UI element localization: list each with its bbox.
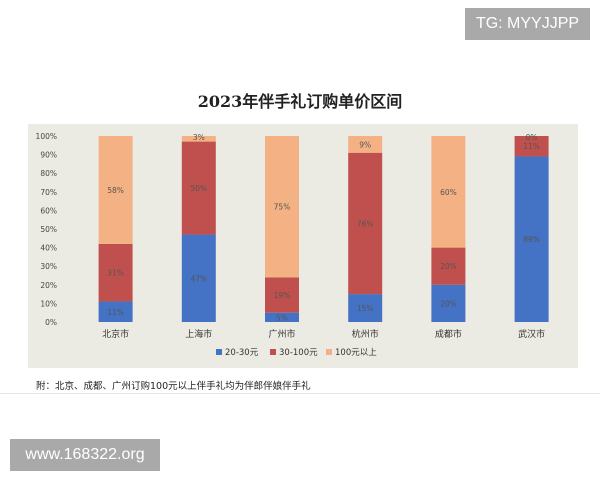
y-tick-label: 60% <box>40 206 57 215</box>
footnote: 附：北京、成都、广州订购100元以上伴手礼均为伴郎伴娘伴手礼 <box>36 381 311 392</box>
x-tick-label: 上海市 <box>185 328 212 340</box>
x-tick-label: 广州市 <box>268 328 295 340</box>
bar-segment <box>98 243 133 302</box>
legend-swatch <box>270 349 276 355</box>
bar-segment <box>265 136 299 278</box>
legend-label: 100元以上 <box>335 348 377 358</box>
y-tick-label: 90% <box>40 151 57 160</box>
y-tick-label: 40% <box>40 244 57 253</box>
bar-segment <box>348 152 383 295</box>
bar-segment <box>181 136 216 142</box>
watermark-top: TG: MYYJJPP <box>465 8 590 40</box>
bar-segment <box>514 136 549 157</box>
y-tick-label: 30% <box>40 262 57 271</box>
data-label: 58% <box>107 186 124 195</box>
bar-segment <box>348 136 383 153</box>
legend-label: 20-30元 <box>225 348 259 358</box>
data-label: 15% <box>357 304 374 313</box>
bar-segment <box>514 156 549 322</box>
data-label: 60% <box>440 188 457 197</box>
y-tick-label: 80% <box>40 169 57 178</box>
data-label: 3% <box>193 133 205 142</box>
data-label: 9% <box>359 140 371 149</box>
bar-segment <box>431 284 466 322</box>
chart-title: 2023年伴手礼订购单价区间 <box>197 92 403 111</box>
bar-segment <box>431 136 466 248</box>
data-label: 20% <box>440 299 457 308</box>
y-tick-label: 10% <box>40 299 57 308</box>
bar-segment <box>181 234 216 322</box>
legend-label: 30-100元 <box>279 348 318 358</box>
y-tick-label: 100% <box>36 132 57 141</box>
bar-segment <box>181 141 216 235</box>
bar-segment <box>431 247 466 285</box>
bar-segment <box>348 294 383 322</box>
data-label: 11% <box>107 308 124 317</box>
data-label: 11% <box>523 142 540 151</box>
x-tick-label: 杭州市 <box>352 328 379 340</box>
data-label: 76% <box>357 219 374 228</box>
bar-segment <box>98 301 133 322</box>
data-label: 5% <box>276 313 288 322</box>
bar-segment <box>265 277 299 313</box>
divider <box>0 393 600 394</box>
x-tick-label: 北京市 <box>102 328 129 340</box>
bar-segment <box>98 136 133 244</box>
watermark-bottom: www.168322.org <box>10 439 160 471</box>
data-label: 47% <box>190 274 207 283</box>
data-label: 75% <box>274 203 291 212</box>
y-tick-label: 70% <box>40 188 57 197</box>
data-label: 19% <box>274 291 291 300</box>
data-label: 50% <box>190 184 207 193</box>
y-tick-label: 50% <box>40 225 57 234</box>
x-tick-label: 成都市 <box>435 328 462 340</box>
bar-segment <box>265 312 299 322</box>
data-label: 0% <box>526 133 538 142</box>
y-tick-label: 20% <box>40 281 57 290</box>
data-label: 89% <box>523 235 540 244</box>
x-tick-label: 武汉市 <box>518 328 545 340</box>
data-label: 31% <box>107 269 124 278</box>
legend-swatch <box>216 349 222 355</box>
legend-swatch <box>326 349 332 355</box>
data-label: 20% <box>440 262 457 271</box>
y-tick-label: 0% <box>45 318 57 327</box>
